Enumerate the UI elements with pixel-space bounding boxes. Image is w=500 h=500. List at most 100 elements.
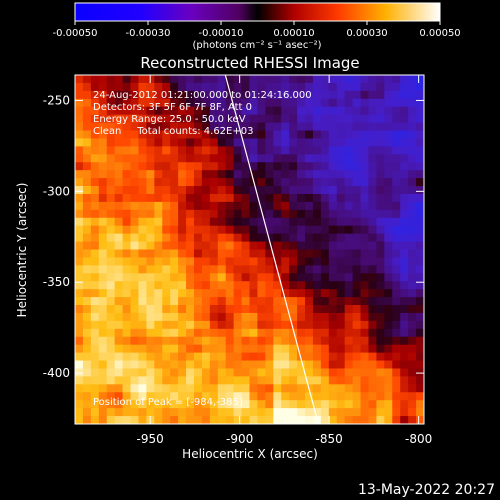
heatmap-cell [217,146,227,155]
heatmap-cell [328,312,338,322]
heatmap-cell [114,154,124,163]
heatmap-cell [233,241,243,251]
heatmap-cell [336,241,346,251]
heatmap-cell [138,392,147,401]
heatmap-cell [400,162,409,171]
heatmap-cell [392,320,401,330]
heatmap-cell [297,225,306,235]
heatmap-cell [241,336,251,346]
heatmap-cell [170,178,179,187]
heatmap-cell [400,209,409,219]
heatmap-cell [225,312,235,322]
heatmap-cell [336,209,346,219]
heatmap-cell [376,82,385,92]
heatmap-cell [312,90,322,100]
heatmap-cell [162,392,171,401]
heatmap-cell [138,297,147,306]
heatmap-cell [138,312,147,322]
heatmap-cell [193,178,203,187]
heatmap-cell [289,408,298,417]
heatmap-cell [106,122,116,132]
heatmap-cell [225,146,235,155]
heatmap-cell [328,162,338,171]
heatmap-cell [162,193,171,203]
heatmap-cell [384,320,393,330]
heatmap-cell [186,225,195,235]
heatmap-cell [130,178,140,187]
heatmap-cell [408,336,417,346]
heatmap-cell [320,122,330,132]
heatmap-cell [114,178,124,187]
heatmap-cell [384,360,393,370]
annotation-time-range: 24-Aug-2012 01:21:00.000 to 01:24:16.000 [93,90,312,101]
heatmap-cell [320,193,330,203]
heatmap-cell [336,257,346,266]
heatmap-cell [249,98,259,108]
heatmap-cell [249,328,259,338]
heatmap-cell [82,162,92,171]
heatmap-cell [154,201,163,211]
heatmap-cell [193,320,203,330]
heatmap-cell [90,249,100,259]
heatmap-cell [154,130,163,140]
heatmap-cell [336,217,346,227]
heatmap-cell [98,178,108,187]
heatmap-cell [408,114,417,124]
heatmap-cell [360,289,370,298]
heatmap-cell [209,122,219,132]
colorbar-strip [74,2,441,22]
heatmap-cell [82,400,92,409]
heatmap-cell [392,257,401,266]
heatmap-cell [201,384,211,393]
heatmap-cell [75,305,84,314]
heatmap-cell [249,193,259,203]
heatmap-cell [90,233,100,243]
heatmap-cell [106,186,116,195]
heatmap-cell [392,249,401,259]
heatmap-cell [392,328,401,338]
heatmap-cell [297,305,306,314]
heatmap-cell [336,249,346,259]
heatmap-cell [408,305,417,314]
heatmap-cell [138,178,147,187]
heatmap-cell [312,114,322,124]
heatmap-cell [170,233,179,243]
heatmap-cell [106,249,116,259]
heatmap-cell [106,376,116,385]
heatmap-cell [320,217,330,227]
heatmap-cell [281,360,290,370]
heatmap-cell [384,217,393,227]
heatmap-cell [193,162,203,171]
heatmap-cell [178,384,187,393]
heatmap-cell [297,122,306,132]
heatmap-cell [138,384,147,393]
heatmap-cell [217,400,227,409]
heatmap-cell [178,241,187,251]
heatmap-cell [384,273,393,282]
heatmap-cell [249,297,259,306]
heatmap-cell [408,225,417,235]
heatmap-cell [154,328,163,338]
heatmap-cell [98,408,108,417]
heatmap-cell [257,289,266,298]
heatmap-cell [122,265,132,274]
heatmap-cell [225,75,235,84]
heatmap-cell [273,114,282,124]
heatmap-cell [416,138,424,147]
heatmap-cell [281,209,290,219]
heatmap-cell [257,360,266,370]
heatmap-cell [193,312,203,322]
heatmap-cell [257,170,266,179]
heatmap-cell [305,400,314,409]
heatmap-cell [281,368,290,378]
heatmap-cell [408,297,417,306]
heatmap-cell [328,360,338,370]
heatmap-cell [154,320,163,330]
heatmap-cell [352,297,362,306]
heatmap-cell [75,384,84,393]
heatmap-cell [170,162,179,171]
heatmap-cell [360,336,370,346]
heatmap-cell [305,328,314,338]
heatmap-cell [416,98,424,108]
heatmap-cell [186,376,195,385]
